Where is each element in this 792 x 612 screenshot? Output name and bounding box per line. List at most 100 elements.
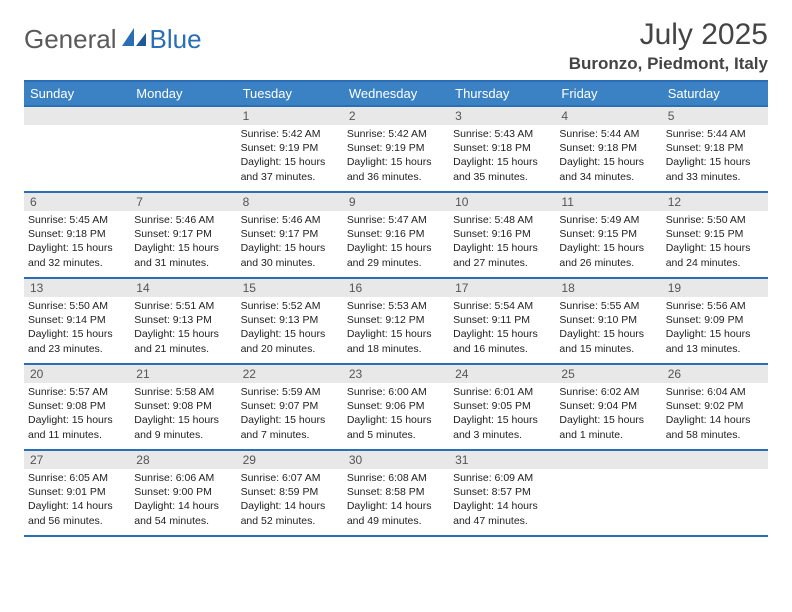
sunrise-line: Sunrise: 5:56 AM — [666, 299, 764, 313]
sunset-line: Sunset: 9:02 PM — [666, 399, 764, 413]
day-number: 21 — [130, 365, 236, 383]
sunrise-line: Sunrise: 6:01 AM — [453, 385, 551, 399]
sunset-line: Sunset: 9:18 PM — [453, 141, 551, 155]
sunrise-line: Sunrise: 5:52 AM — [241, 299, 339, 313]
sunrise-line: Sunrise: 5:46 AM — [134, 213, 232, 227]
sunrise-line: Sunrise: 5:48 AM — [453, 213, 551, 227]
daylight-line: Daylight: 15 hours and 33 minutes. — [666, 155, 764, 183]
daylight-line: Daylight: 15 hours and 23 minutes. — [28, 327, 126, 355]
day-details: Sunrise: 5:49 AMSunset: 9:15 PMDaylight:… — [555, 211, 661, 274]
daylight-line: Daylight: 15 hours and 31 minutes. — [134, 241, 232, 269]
daylight-line: Daylight: 14 hours and 49 minutes. — [347, 499, 445, 527]
day-number — [130, 107, 236, 125]
day-number — [24, 107, 130, 125]
day-number: 3 — [449, 107, 555, 125]
sunset-line: Sunset: 9:17 PM — [134, 227, 232, 241]
sunset-line: Sunset: 9:16 PM — [453, 227, 551, 241]
sunset-line: Sunset: 9:12 PM — [347, 313, 445, 327]
sunset-line: Sunset: 9:15 PM — [559, 227, 657, 241]
sail-icon — [120, 24, 148, 55]
brand-logo: General Blue — [24, 24, 202, 55]
sunrise-line: Sunrise: 5:46 AM — [241, 213, 339, 227]
day-details: Sunrise: 5:42 AMSunset: 9:19 PMDaylight:… — [237, 125, 343, 188]
sunset-line: Sunset: 9:16 PM — [347, 227, 445, 241]
sunset-line: Sunset: 9:13 PM — [134, 313, 232, 327]
calendar-day-cell: 25Sunrise: 6:02 AMSunset: 9:04 PMDayligh… — [555, 364, 661, 450]
weekday-header: Friday — [555, 81, 661, 106]
day-number: 23 — [343, 365, 449, 383]
sunset-line: Sunset: 9:05 PM — [453, 399, 551, 413]
sunrise-line: Sunrise: 5:50 AM — [666, 213, 764, 227]
calendar-day-cell: 5Sunrise: 5:44 AMSunset: 9:18 PMDaylight… — [662, 106, 768, 192]
calendar-day-cell: 15Sunrise: 5:52 AMSunset: 9:13 PMDayligh… — [237, 278, 343, 364]
sunrise-line: Sunrise: 5:54 AM — [453, 299, 551, 313]
day-details: Sunrise: 6:04 AMSunset: 9:02 PMDaylight:… — [662, 383, 768, 446]
day-number: 1 — [237, 107, 343, 125]
sunset-line: Sunset: 9:15 PM — [666, 227, 764, 241]
day-details: Sunrise: 5:56 AMSunset: 9:09 PMDaylight:… — [662, 297, 768, 360]
sunrise-line: Sunrise: 5:55 AM — [559, 299, 657, 313]
sunrise-line: Sunrise: 5:45 AM — [28, 213, 126, 227]
sunrise-line: Sunrise: 6:02 AM — [559, 385, 657, 399]
sunrise-line: Sunrise: 6:09 AM — [453, 471, 551, 485]
sunset-line: Sunset: 8:57 PM — [453, 485, 551, 499]
sunrise-line: Sunrise: 5:47 AM — [347, 213, 445, 227]
calendar-day-cell: 26Sunrise: 6:04 AMSunset: 9:02 PMDayligh… — [662, 364, 768, 450]
day-number: 7 — [130, 193, 236, 211]
sunset-line: Sunset: 9:19 PM — [347, 141, 445, 155]
calendar-day-cell: 21Sunrise: 5:58 AMSunset: 9:08 PMDayligh… — [130, 364, 236, 450]
daylight-line: Daylight: 15 hours and 21 minutes. — [134, 327, 232, 355]
calendar-day-cell: 4Sunrise: 5:44 AMSunset: 9:18 PMDaylight… — [555, 106, 661, 192]
calendar-body: 1Sunrise: 5:42 AMSunset: 9:19 PMDaylight… — [24, 106, 768, 536]
calendar-day-cell: 20Sunrise: 5:57 AMSunset: 9:08 PMDayligh… — [24, 364, 130, 450]
day-number: 25 — [555, 365, 661, 383]
calendar-day-cell: 1Sunrise: 5:42 AMSunset: 9:19 PMDaylight… — [237, 106, 343, 192]
sunrise-line: Sunrise: 5:50 AM — [28, 299, 126, 313]
weekday-header: Sunday — [24, 81, 130, 106]
sunset-line: Sunset: 9:18 PM — [28, 227, 126, 241]
calendar-week-row: 13Sunrise: 5:50 AMSunset: 9:14 PMDayligh… — [24, 278, 768, 364]
day-details: Sunrise: 5:50 AMSunset: 9:14 PMDaylight:… — [24, 297, 130, 360]
calendar-day-cell: 6Sunrise: 5:45 AMSunset: 9:18 PMDaylight… — [24, 192, 130, 278]
calendar-day-cell: 16Sunrise: 5:53 AMSunset: 9:12 PMDayligh… — [343, 278, 449, 364]
daylight-line: Daylight: 14 hours and 47 minutes. — [453, 499, 551, 527]
calendar-week-row: 6Sunrise: 5:45 AMSunset: 9:18 PMDaylight… — [24, 192, 768, 278]
sunset-line: Sunset: 9:09 PM — [666, 313, 764, 327]
calendar-day-cell: 8Sunrise: 5:46 AMSunset: 9:17 PMDaylight… — [237, 192, 343, 278]
sunset-line: Sunset: 8:59 PM — [241, 485, 339, 499]
sunrise-line: Sunrise: 5:51 AM — [134, 299, 232, 313]
day-details: Sunrise: 6:01 AMSunset: 9:05 PMDaylight:… — [449, 383, 555, 446]
day-details: Sunrise: 5:53 AMSunset: 9:12 PMDaylight:… — [343, 297, 449, 360]
sunset-line: Sunset: 9:19 PM — [241, 141, 339, 155]
daylight-line: Daylight: 15 hours and 32 minutes. — [28, 241, 126, 269]
calendar-day-cell: 7 Sunrise: 5:46 AMSunset: 9:17 PMDaylight… — [130, 192, 236, 278]
sunrise-line: Sunrise: 5:43 AM — [453, 127, 551, 141]
day-details: Sunrise: 5:51 AMSunset: 9:13 PMDaylight:… — [130, 297, 236, 360]
logo-text-2: Blue — [150, 24, 202, 55]
daylight-line: Daylight: 15 hours and 27 minutes. — [453, 241, 551, 269]
weekday-header: Monday — [130, 81, 236, 106]
sunset-line: Sunset: 9:01 PM — [28, 485, 126, 499]
day-details: Sunrise: 5:50 AMSunset: 9:15 PMDaylight:… — [662, 211, 768, 274]
day-number: 31 — [449, 451, 555, 469]
day-number: 29 — [237, 451, 343, 469]
day-number: 22 — [237, 365, 343, 383]
day-number: 14 — [130, 279, 236, 297]
day-number: 12 — [662, 193, 768, 211]
day-details: Sunrise: 5:44 AMSunset: 9:18 PMDaylight:… — [662, 125, 768, 188]
day-details: Sunrise: 5:57 AMSunset: 9:08 PMDaylight:… — [24, 383, 130, 446]
daylight-line: Daylight: 14 hours and 58 minutes. — [666, 413, 764, 441]
calendar-day-cell: 22Sunrise: 5:59 AMSunset: 9:07 PMDayligh… — [237, 364, 343, 450]
calendar-day-cell: 17Sunrise: 5:54 AMSunset: 9:11 PMDayligh… — [449, 278, 555, 364]
day-details: Sunrise: 6:02 AMSunset: 9:04 PMDaylight:… — [555, 383, 661, 446]
day-number: 17 — [449, 279, 555, 297]
day-details: Sunrise: 5:54 AMSunset: 9:11 PMDaylight:… — [449, 297, 555, 360]
sunset-line: Sunset: 9:06 PM — [347, 399, 445, 413]
sunrise-line: Sunrise: 6:04 AM — [666, 385, 764, 399]
day-number: 19 — [662, 279, 768, 297]
sunset-line: Sunset: 9:08 PM — [28, 399, 126, 413]
day-details: Sunrise: 5:43 AMSunset: 9:18 PMDaylight:… — [449, 125, 555, 188]
sunrise-line: Sunrise: 6:06 AM — [134, 471, 232, 485]
daylight-line: Daylight: 15 hours and 7 minutes. — [241, 413, 339, 441]
day-number: 16 — [343, 279, 449, 297]
